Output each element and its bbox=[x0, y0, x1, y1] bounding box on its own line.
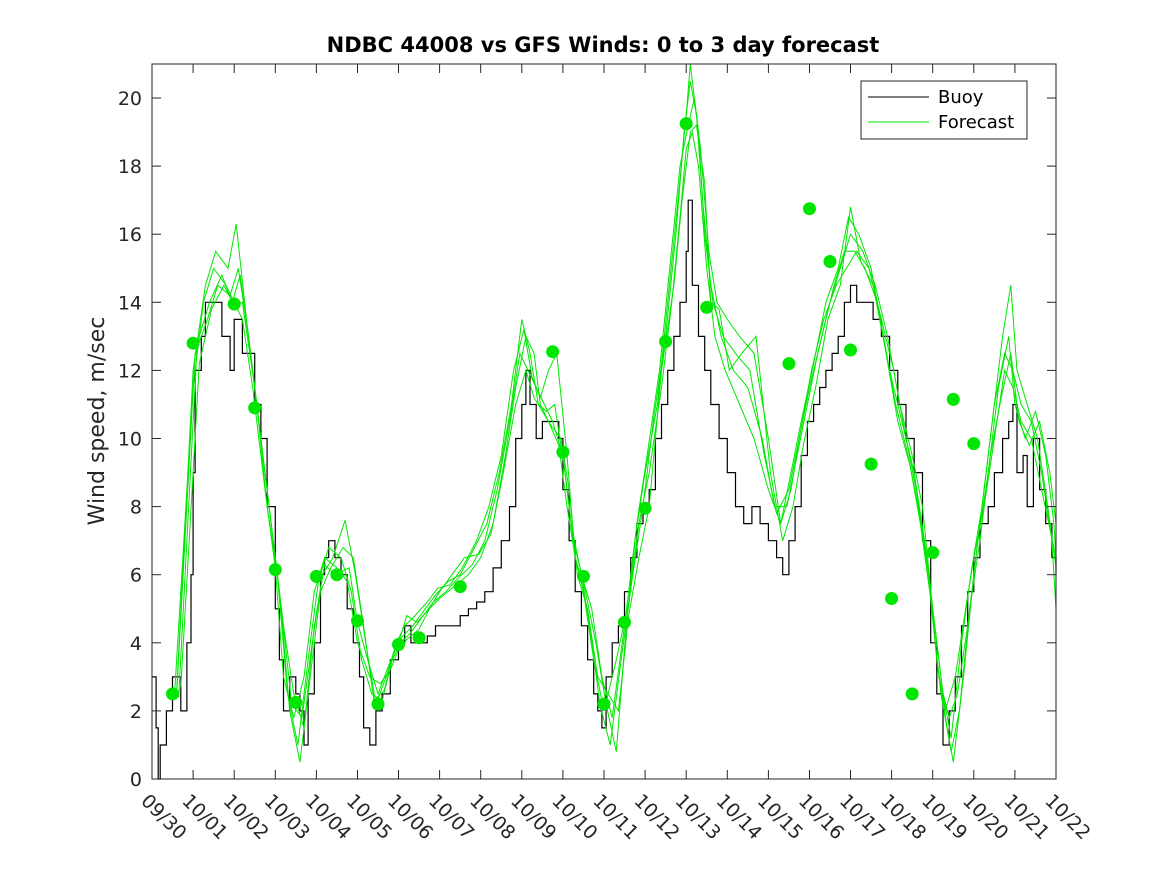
forecast-marker-30 bbox=[926, 546, 940, 560]
forecast-marker-12 bbox=[412, 631, 426, 645]
forecast-marker-13 bbox=[453, 580, 467, 594]
forecast-marker-29 bbox=[905, 687, 919, 701]
forecast-marker-1 bbox=[166, 687, 179, 701]
legend-box bbox=[860, 80, 1028, 140]
y-axis-label: Wind speed, m/sec bbox=[85, 317, 110, 526]
legend-forecast-label: Forecast bbox=[938, 112, 1014, 133]
forecast-marker-6 bbox=[289, 695, 303, 709]
forecast-marker-4 bbox=[248, 401, 262, 415]
forecast-marker-3 bbox=[227, 297, 241, 311]
axis-ticks bbox=[151, 64, 1057, 780]
legend: Buoy Forecast bbox=[860, 80, 1028, 140]
forecast-marker-17 bbox=[597, 697, 611, 711]
y-tick-label: 20 bbox=[118, 88, 142, 110]
forecast-marker-22 bbox=[700, 300, 714, 314]
forecast-series-line-2 bbox=[176, 80, 1057, 746]
forecast-marker-9 bbox=[351, 614, 364, 628]
forecast-marker-23 bbox=[782, 357, 796, 371]
forecast-series-line-1 bbox=[174, 130, 1057, 718]
y-tick-label: 18 bbox=[118, 156, 142, 178]
y-tick-label: 4 bbox=[130, 633, 142, 655]
forecast-marker-layer bbox=[166, 117, 981, 711]
forecast-marker-21 bbox=[679, 117, 693, 131]
forecast-marker-25 bbox=[823, 255, 837, 268]
forecast-marker-19 bbox=[638, 501, 652, 515]
forecast-marker-8 bbox=[330, 568, 344, 582]
y-tick-label: 12 bbox=[118, 360, 142, 382]
forecast-marker-27 bbox=[864, 457, 878, 471]
y-tick-label: 10 bbox=[118, 429, 142, 451]
legend-buoy-label: Buoy bbox=[938, 87, 984, 108]
forecast-marker-11 bbox=[392, 638, 405, 651]
forecast-marker-5 bbox=[268, 563, 282, 577]
y-tick-labels: 0 2 4 6 8 10 12 14 16 18 20 bbox=[118, 88, 142, 791]
forecast-marker-28 bbox=[885, 592, 899, 605]
forecast-marker-31 bbox=[946, 392, 960, 406]
plot-area bbox=[151, 63, 1057, 780]
forecast-marker-26 bbox=[844, 343, 857, 357]
forecast-marker-14 bbox=[546, 345, 560, 359]
y-tick-label: 0 bbox=[130, 769, 142, 791]
y-tick-label: 16 bbox=[118, 224, 142, 246]
y-tick-label: 8 bbox=[130, 497, 142, 519]
plot-background bbox=[152, 64, 1056, 779]
y-tick-label: 2 bbox=[130, 701, 142, 723]
forecast-marker-15 bbox=[556, 445, 570, 459]
forecast-marker-7 bbox=[309, 569, 323, 583]
forecast-marker-10 bbox=[371, 697, 385, 711]
forecast-marker-18 bbox=[618, 615, 631, 629]
forecast-marker-16 bbox=[577, 569, 590, 583]
forecast-marker-20 bbox=[659, 335, 673, 348]
chart-title: NDBC 44008 vs GFS Winds: 0 to 3 day fore… bbox=[327, 33, 880, 57]
forecast-marker-2 bbox=[186, 336, 200, 350]
forecast-marker-24 bbox=[803, 202, 816, 216]
y-tick-label: 6 bbox=[130, 565, 142, 587]
y-tick-label: 14 bbox=[118, 292, 142, 314]
forecast-marker-32 bbox=[967, 437, 981, 451]
